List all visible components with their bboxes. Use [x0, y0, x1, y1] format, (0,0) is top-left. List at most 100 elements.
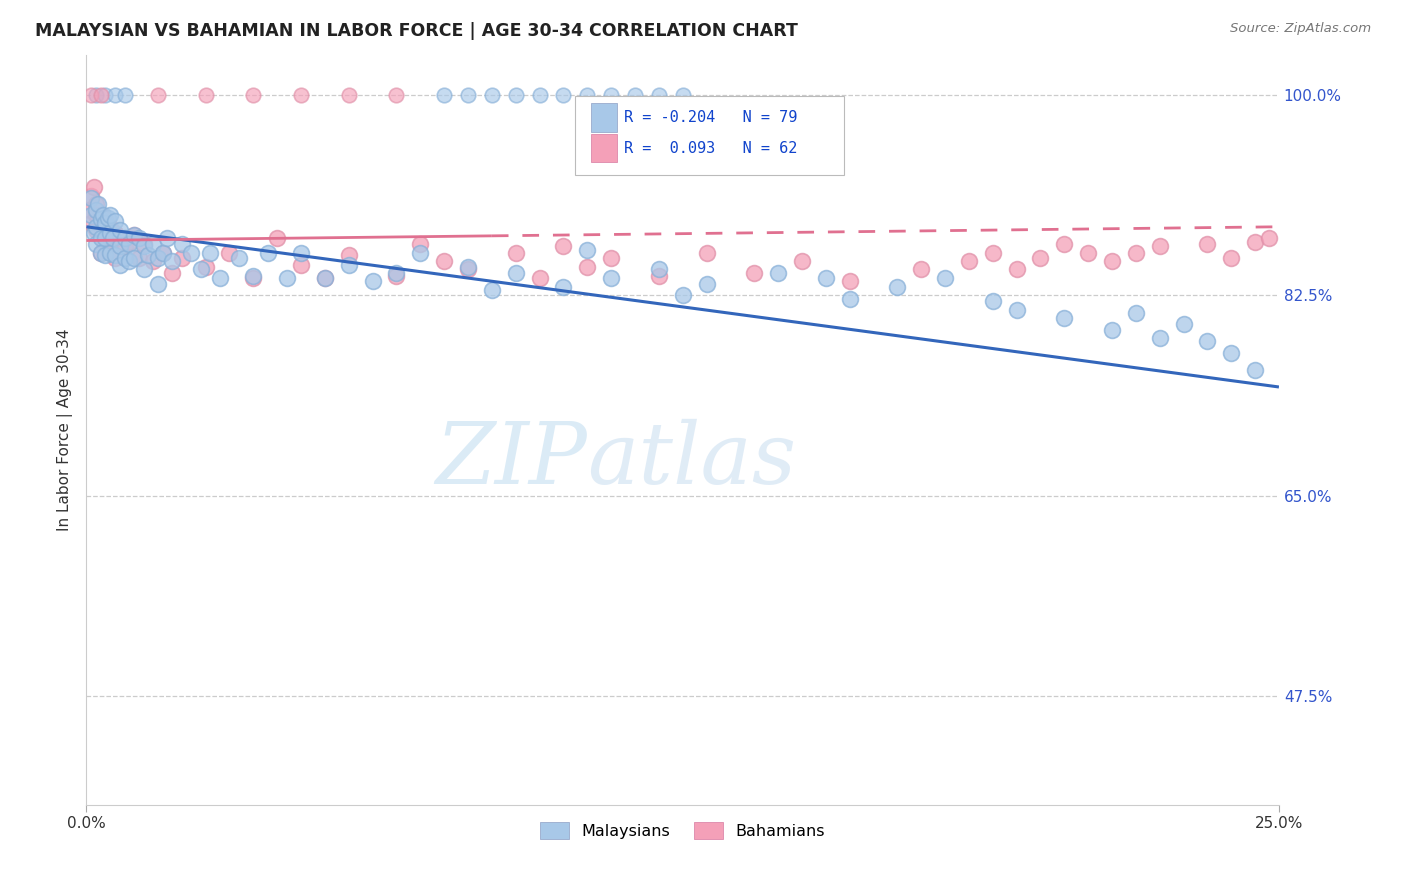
- Point: [90, 88, 112, 103]
- Bahamians: [98, 243, 121, 257]
- Malaysians: [132, 262, 155, 277]
- Bahamians: [790, 254, 813, 268]
- Malaysians: [118, 254, 141, 268]
- Malaysians: [90, 231, 112, 245]
- Malaysians: [695, 277, 717, 291]
- Bahamians: [695, 246, 717, 260]
- Point: [146, 88, 169, 103]
- Bahamians: [1053, 236, 1076, 251]
- Bahamians: [337, 248, 360, 262]
- Malaysians: [170, 236, 193, 251]
- Bahamians: [1101, 254, 1123, 268]
- Bahamians: [84, 223, 107, 237]
- Bahamians: [957, 254, 980, 268]
- Point: [457, 88, 479, 103]
- Malaysians: [1220, 345, 1243, 359]
- Malaysians: [128, 231, 150, 245]
- Bahamians: [152, 246, 174, 260]
- Malaysians: [146, 251, 169, 265]
- Point: [672, 88, 695, 103]
- Malaysians: [1005, 303, 1028, 318]
- Malaysians: [600, 271, 623, 285]
- Malaysians: [114, 251, 136, 265]
- Malaysians: [648, 262, 671, 277]
- Bahamians: [90, 227, 112, 242]
- Bahamians: [1197, 236, 1219, 251]
- Bahamians: [128, 251, 150, 265]
- Bahamians: [162, 266, 184, 280]
- Malaysians: [146, 277, 169, 291]
- Point: [529, 88, 551, 103]
- Malaysians: [83, 226, 105, 240]
- Bahamians: [87, 211, 110, 226]
- Bahamians: [910, 262, 932, 277]
- Malaysians: [672, 288, 695, 302]
- Malaysians: [98, 226, 121, 240]
- Point: [624, 88, 647, 103]
- Bahamians: [1149, 239, 1171, 253]
- Malaysians: [91, 208, 114, 222]
- Text: atlas: atlas: [588, 418, 796, 501]
- Malaysians: [886, 280, 908, 294]
- Bahamians: [457, 262, 479, 277]
- Text: R =  0.093   N = 62: R = 0.093 N = 62: [624, 141, 797, 155]
- Malaysians: [838, 292, 860, 306]
- Bahamians: [1220, 251, 1243, 265]
- Bahamians: [409, 236, 432, 251]
- Bahamians: [1077, 246, 1099, 260]
- Point: [290, 88, 312, 103]
- Malaysians: [84, 219, 107, 234]
- Bahamians: [600, 251, 623, 265]
- Bahamians: [194, 260, 217, 274]
- Malaysians: [87, 197, 110, 211]
- Bahamians: [838, 274, 860, 288]
- Malaysians: [314, 271, 336, 285]
- Malaysians: [94, 248, 117, 262]
- Malaysians: [337, 258, 360, 272]
- Malaysians: [94, 231, 117, 245]
- FancyBboxPatch shape: [591, 103, 617, 132]
- Malaysians: [97, 211, 120, 225]
- Malaysians: [553, 280, 575, 294]
- Legend: Malaysians, Bahamians: Malaysians, Bahamians: [534, 816, 832, 846]
- Malaysians: [122, 227, 145, 242]
- Bahamians: [218, 246, 240, 260]
- Point: [94, 88, 117, 103]
- Text: R = -0.204   N = 79: R = -0.204 N = 79: [624, 110, 797, 125]
- Malaysians: [1053, 311, 1076, 326]
- Bahamians: [981, 246, 1004, 260]
- Malaysians: [132, 239, 155, 253]
- Malaysians: [409, 246, 432, 260]
- Malaysians: [457, 260, 479, 274]
- Bahamians: [84, 208, 107, 222]
- Malaysians: [114, 231, 136, 245]
- Bahamians: [142, 254, 165, 268]
- Malaysians: [118, 236, 141, 251]
- Point: [194, 88, 217, 103]
- FancyBboxPatch shape: [575, 96, 844, 175]
- Malaysians: [101, 231, 124, 245]
- Malaysians: [180, 246, 202, 260]
- Point: [648, 88, 671, 103]
- Malaysians: [84, 202, 107, 217]
- FancyBboxPatch shape: [591, 134, 617, 162]
- Malaysians: [766, 266, 789, 280]
- Bahamians: [266, 231, 288, 245]
- Bahamians: [505, 246, 527, 260]
- Malaysians: [80, 208, 103, 222]
- Malaysians: [576, 243, 599, 257]
- Malaysians: [276, 271, 298, 285]
- Bahamians: [84, 197, 107, 211]
- Malaysians: [481, 283, 503, 297]
- Bahamians: [83, 179, 105, 194]
- Point: [481, 88, 503, 103]
- Malaysians: [361, 274, 384, 288]
- Malaysians: [200, 246, 222, 260]
- Bahamians: [80, 216, 103, 230]
- Malaysians: [1101, 323, 1123, 337]
- Text: MALAYSIAN VS BAHAMIAN IN LABOR FORCE | AGE 30-34 CORRELATION CHART: MALAYSIAN VS BAHAMIAN IN LABOR FORCE | A…: [35, 22, 799, 40]
- Malaysians: [90, 246, 112, 260]
- Bahamians: [742, 266, 765, 280]
- Point: [433, 88, 456, 103]
- Point: [337, 88, 360, 103]
